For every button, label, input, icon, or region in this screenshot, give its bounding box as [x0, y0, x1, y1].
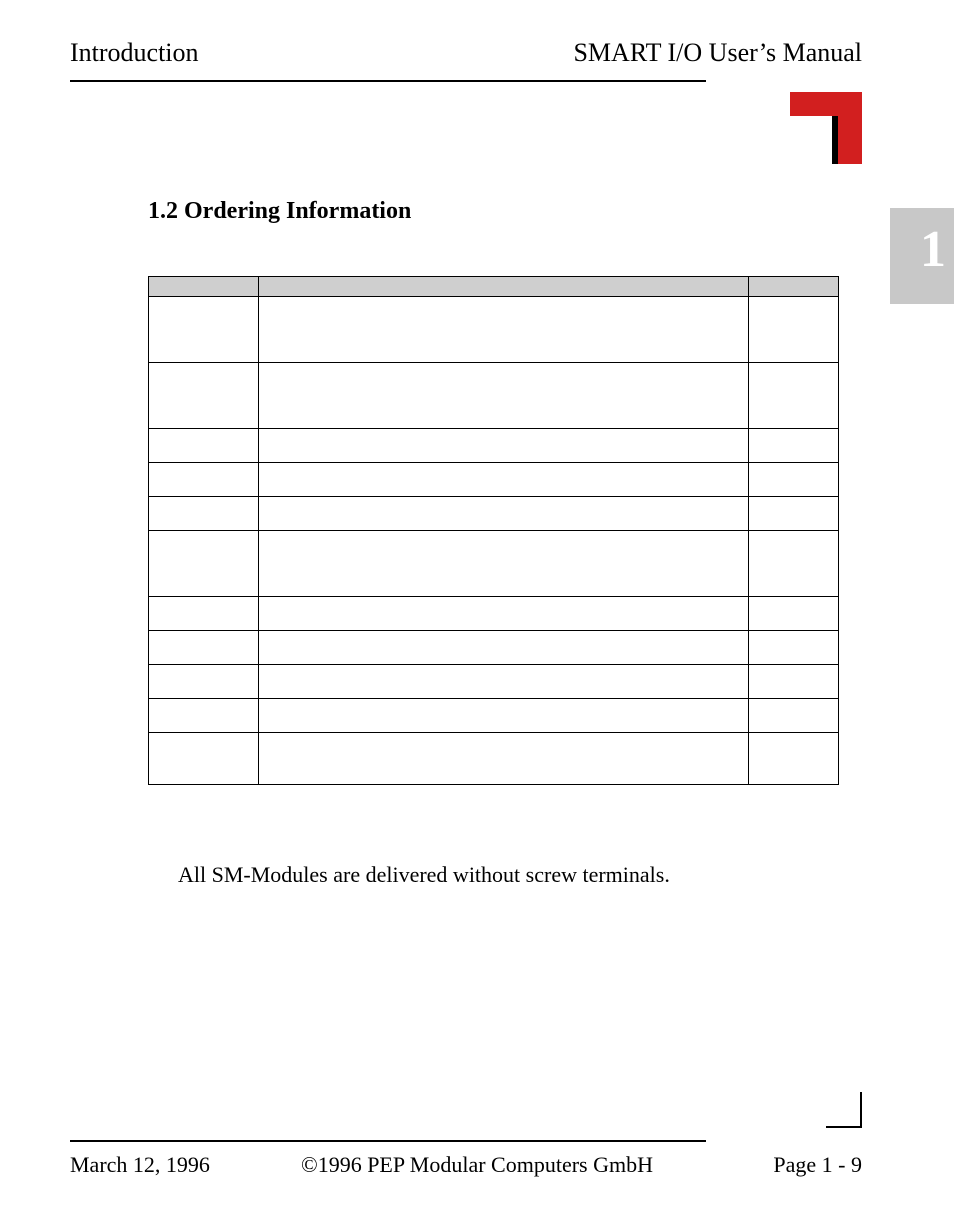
ornament-red-side: [838, 92, 862, 164]
table-cell: [749, 429, 839, 463]
header-rule: [70, 80, 706, 82]
table-row: [149, 497, 839, 531]
table-cell: [149, 531, 259, 597]
table-cell: [259, 497, 749, 531]
ordering-table: [148, 276, 839, 785]
table-cell: [149, 597, 259, 631]
table-cell: [259, 463, 749, 497]
table-row: [149, 597, 839, 631]
table-header-cell: [149, 277, 259, 297]
table-cell: [259, 531, 749, 597]
corner-mark-horizontal: [826, 1126, 862, 1128]
table-cell: [259, 297, 749, 363]
table-row: [149, 733, 839, 785]
table-row: [149, 297, 839, 363]
table-cell: [749, 463, 839, 497]
table-cell: [749, 363, 839, 429]
corner-ornament: [790, 92, 862, 164]
section-heading: 1.2 Ordering Information: [148, 198, 411, 225]
table-header-cell: [749, 277, 839, 297]
table-row: [149, 363, 839, 429]
table-cell: [149, 463, 259, 497]
table-row: [149, 531, 839, 597]
table-cell: [259, 363, 749, 429]
table-cell: [749, 631, 839, 665]
header-left: Introduction: [70, 38, 199, 68]
table-cell: [749, 297, 839, 363]
footer-right: Page 1 - 9: [773, 1152, 862, 1178]
chapter-number: 1: [920, 220, 946, 279]
table-cell: [749, 531, 839, 597]
table-cell: [149, 497, 259, 531]
header-right: SMART I/O User’s Manual: [573, 38, 862, 68]
table-row: [149, 699, 839, 733]
table-cell: [749, 665, 839, 699]
table-cell: [749, 733, 839, 785]
table-cell: [149, 363, 259, 429]
table-row: [149, 631, 839, 665]
table-cell: [749, 597, 839, 631]
corner-mark-vertical: [860, 1092, 862, 1128]
table-cell: [259, 665, 749, 699]
note-text: All SM-Modules are delivered without scr…: [178, 862, 670, 888]
ornament-black-side: [832, 116, 838, 164]
table-row: [149, 463, 839, 497]
table-cell: [259, 699, 749, 733]
table-header-cell: [259, 277, 749, 297]
table-cell: [149, 429, 259, 463]
corner-mark: [826, 1092, 862, 1128]
table-cell: [149, 733, 259, 785]
table-cell: [259, 631, 749, 665]
table-cell: [149, 699, 259, 733]
table-row: [149, 665, 839, 699]
table-cell: [149, 631, 259, 665]
table-cell: [749, 699, 839, 733]
table-cell: [149, 297, 259, 363]
table-cell: [149, 665, 259, 699]
chapter-tab: 1: [890, 208, 954, 304]
footer-rule: [70, 1140, 706, 1142]
table-cell: [259, 597, 749, 631]
table-header-row: [149, 277, 839, 297]
table-cell: [259, 429, 749, 463]
table-cell: [749, 497, 839, 531]
table-row: [149, 429, 839, 463]
table-cell: [259, 733, 749, 785]
table-body: [149, 297, 839, 785]
page: Introduction SMART I/O User’s Manual 1 1…: [0, 0, 954, 1216]
